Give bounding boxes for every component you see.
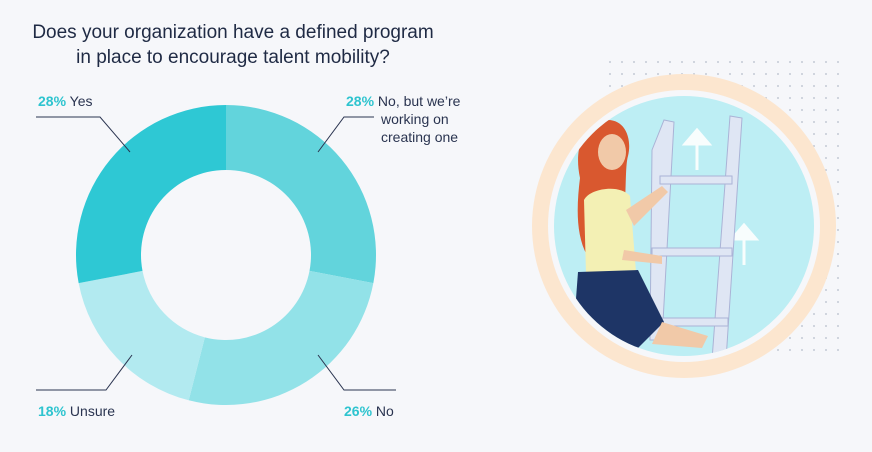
label-working-line2: working on [381,111,449,127]
photo-content [572,115,760,356]
leader-line-no [317,354,396,391]
label-no-text: No [375,403,394,419]
donut-slice-yes [76,105,226,284]
donut-slices [76,105,376,406]
label-no: 26% No [344,402,394,420]
label-yes-pct: 28% [38,93,67,109]
up-arrow-icons [681,127,760,265]
label-working-line3: creating one [381,129,459,145]
chart-title-line-2: in place to encourage talent mobility? [76,47,390,68]
label-unsure-text: Unsure [69,403,116,419]
leader-line-unsure [36,354,133,391]
leader-line-working [317,116,374,153]
donut-slice-no [188,270,374,406]
woman-climbing-ladder-image [532,60,844,378]
leader-line-yes [36,116,131,153]
donut-slice-no-but-we-re-working-on-creating-one [226,105,376,284]
donut-chart [36,105,396,406]
label-working-pct: 28% [346,93,375,109]
label-no-pct: 26% [344,403,373,419]
leader-lines [36,116,396,391]
label-yes-text: Yes [69,93,93,109]
label-unsure: 18% Unsure [38,402,115,420]
label-working-line1: No, but we’re [377,93,461,109]
label-working: 28% No, but we’re working on creating on… [346,92,460,146]
chart-title-line-1: Does your organization have a defined pr… [32,22,434,43]
chart-title: Does your organization have a defined pr… [0,20,466,70]
donut-slice-unsure [78,270,205,401]
woman-figure [572,120,708,352]
label-unsure-pct: 18% [38,403,67,419]
label-yes: 28% Yes [38,92,93,110]
